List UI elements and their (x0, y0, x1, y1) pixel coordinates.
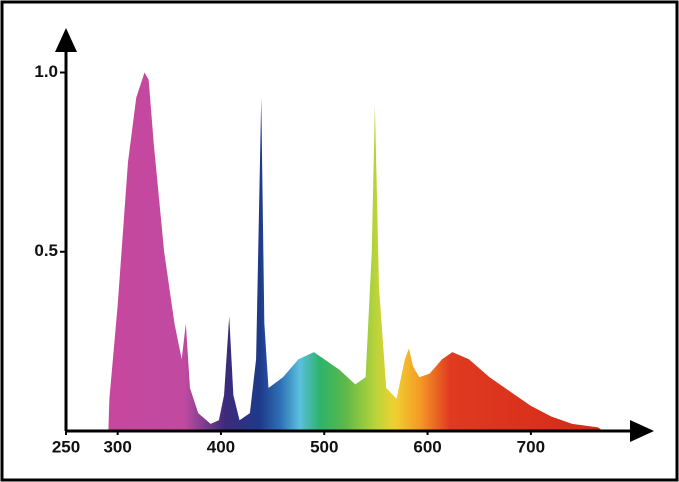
spectrum-area (108, 72, 604, 432)
x-arrow (630, 420, 654, 442)
x-tick-label: 500 (310, 437, 338, 456)
x-tick-label: 400 (207, 437, 235, 456)
y-tick-label: 1.0 (34, 62, 58, 81)
y-tick-label: 0.5 (34, 241, 58, 260)
y-arrow (55, 28, 77, 52)
x-tick-label: 250 (52, 437, 80, 456)
x-tick-label: 300 (103, 437, 131, 456)
x-tick-label: 600 (413, 437, 441, 456)
plot (108, 72, 604, 432)
x-tick-label: 700 (517, 437, 545, 456)
